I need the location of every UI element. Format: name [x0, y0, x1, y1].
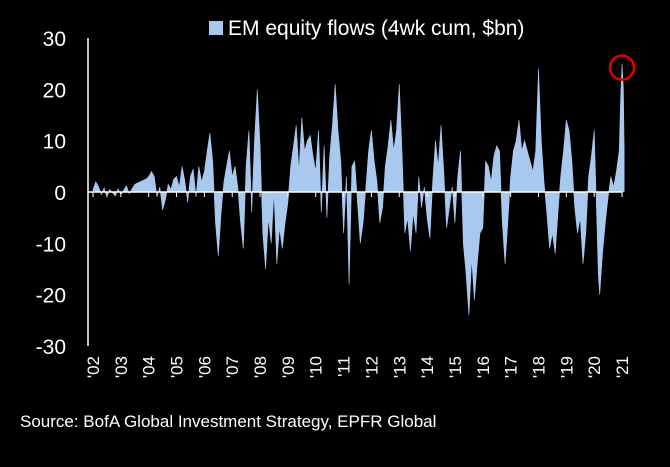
- x-tick-label: '09: [279, 356, 298, 378]
- x-tick-label: '07: [223, 356, 242, 378]
- y-tick-label: 30: [43, 28, 66, 51]
- x-tick-label: '15: [446, 356, 465, 378]
- y-tick-label: -10: [36, 233, 66, 256]
- x-tick-label: '06: [195, 356, 214, 378]
- legend: EM equity flows (4wk cum, $bn): [209, 17, 524, 40]
- x-tick-label: '20: [585, 356, 604, 378]
- x-tick-label: '18: [529, 356, 548, 378]
- legend-swatch: [209, 21, 223, 35]
- chart: EM equity flows (4wk cum, $bn) -30 -20 -10…: [36, 17, 636, 378]
- x-tick-label: '03: [112, 356, 131, 378]
- x-tick-label: '19: [557, 356, 576, 378]
- x-tick-label: '08: [251, 356, 270, 378]
- legend-label: EM equity flows (4wk cum, $bn): [228, 17, 524, 40]
- x-tick-label: '17: [502, 356, 521, 378]
- x-tick-label: '04: [140, 356, 159, 378]
- y-tick-label: -30: [36, 336, 66, 359]
- x-tick-label: '12: [362, 356, 381, 378]
- source-note: Source: BofA Global Investment Strategy,…: [20, 412, 437, 431]
- y-tick-label: 20: [43, 79, 66, 102]
- x-tick-label: '13: [390, 356, 409, 378]
- x-axis-ticks: '02 '03 '04 '05 '06 '07 '08 '09 '10 '11 '12 '13 '14 '…: [84, 192, 632, 378]
- x-tick-label: '10: [307, 356, 326, 378]
- y-tick-label: 10: [43, 131, 66, 154]
- x-tick-label: '02: [84, 356, 103, 378]
- x-tick-label: '21: [613, 356, 632, 378]
- y-axis-ticks: -30 -20 -10 0 10 20 30: [36, 28, 66, 359]
- x-tick-label: '14: [418, 356, 437, 378]
- x-tick-label: '11: [335, 356, 354, 377]
- x-tick-label: '16: [474, 356, 493, 378]
- y-tick-label: -20: [36, 285, 66, 308]
- series-area: [92, 63, 625, 316]
- highlight-circle: [608, 54, 636, 81]
- x-tick-label: '05: [168, 356, 187, 378]
- y-tick-label: 0: [54, 182, 66, 205]
